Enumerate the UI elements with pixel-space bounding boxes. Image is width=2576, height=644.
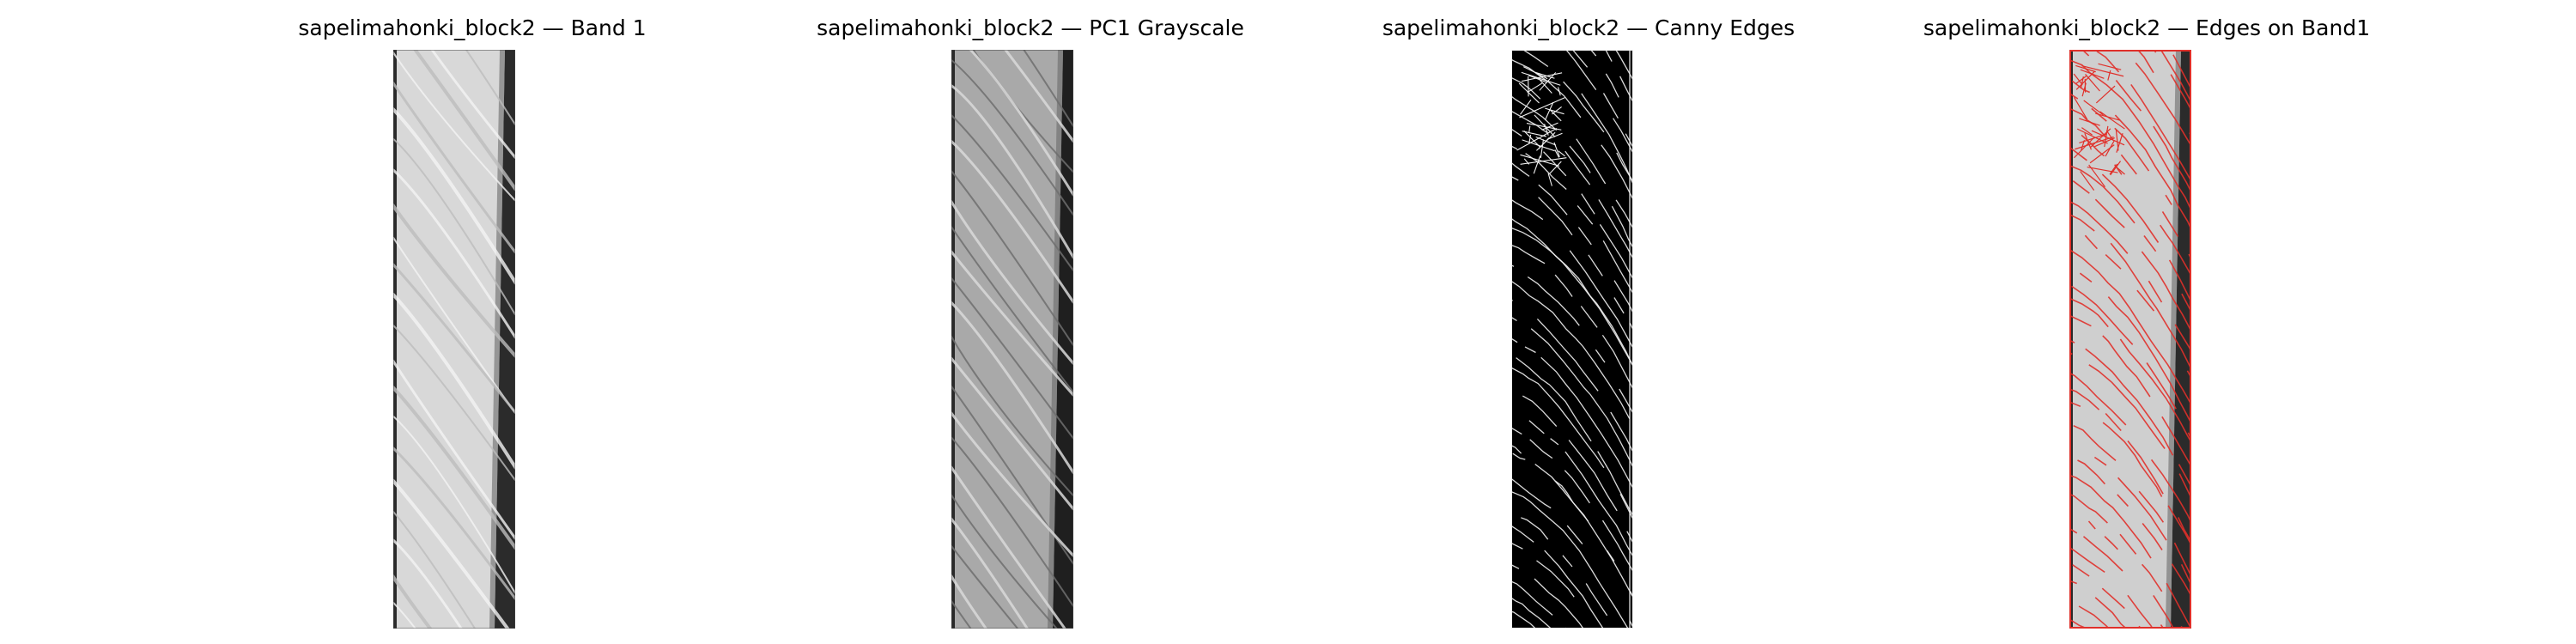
panel-title: sapelimahonki_block2 — Canny Edges <box>1382 15 1795 40</box>
panel-canny: sapelimahonki_block2 — Canny Edges <box>1331 0 1846 644</box>
panel-title: sapelimahonki_block2 — Band 1 <box>298 15 647 40</box>
panel-pc1: sapelimahonki_block2 — PC1 Grayscale <box>773 0 1288 644</box>
canny-edges-image <box>1511 50 1633 629</box>
panel-band1: sapelimahonki_block2 — Band 1 <box>215 0 730 644</box>
band1-image <box>393 50 515 629</box>
pc1-grayscale-image <box>951 50 1073 629</box>
panel-overlay: sapelimahonki_block2 — Edges on Band1 <box>1889 0 2404 644</box>
panel-title: sapelimahonki_block2 — PC1 Grayscale <box>817 15 1244 40</box>
edges-overlay-image <box>2069 50 2191 629</box>
panel-title: sapelimahonki_block2 — Edges on Band1 <box>1923 15 2371 40</box>
